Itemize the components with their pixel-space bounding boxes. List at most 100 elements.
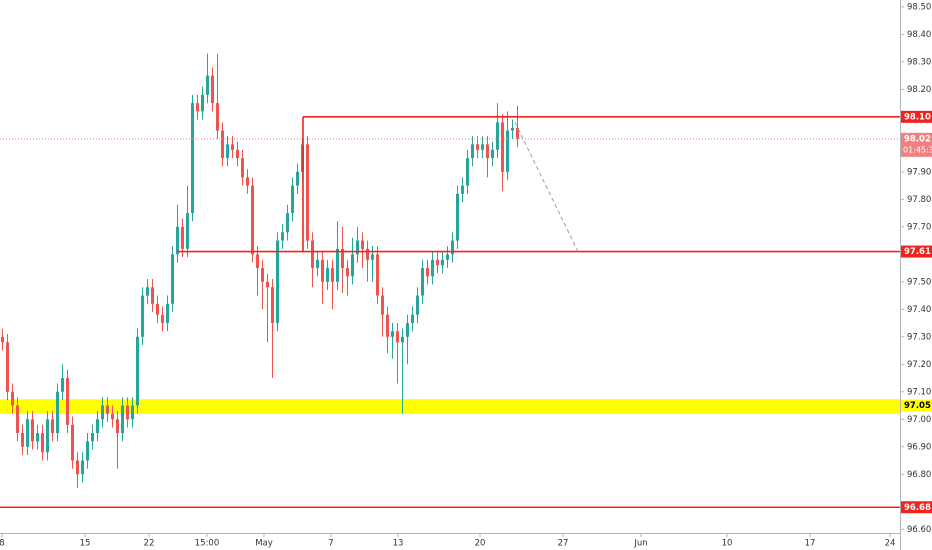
y-tick-label: 97.20 [907, 360, 931, 370]
candle-body [491, 149, 494, 159]
candle-body [96, 419, 99, 434]
y-tick-label: 97.10 [907, 387, 931, 397]
candle-body [156, 303, 159, 315]
candle-body [31, 419, 34, 442]
candle-body [261, 268, 264, 282]
x-tick-label: 20 [475, 539, 486, 549]
candle-body [216, 103, 219, 131]
candle-body [101, 405, 104, 420]
candle-body [361, 240, 364, 249]
level-badge-label: 96.68 [904, 503, 931, 513]
y-tick-label: 96.60 [907, 525, 931, 535]
candle-body [6, 342, 9, 392]
y-tick-label: 97.70 [907, 222, 931, 232]
candle-body [151, 287, 154, 304]
candle-body [21, 433, 24, 447]
candle-body [251, 185, 254, 255]
candle-body [366, 248, 369, 260]
x-tick-label: Jun [633, 539, 647, 549]
candle-body [1, 336, 4, 343]
candle-body [36, 433, 39, 442]
candle-body [311, 240, 314, 269]
candle-body [516, 127, 519, 139]
candle-body [51, 419, 54, 434]
last-price-label: 98.02 [904, 134, 931, 144]
candle-body [191, 103, 194, 214]
candle-body [421, 268, 424, 296]
candle-body [381, 295, 384, 315]
candle-body [341, 248, 344, 269]
candle-body [356, 240, 359, 255]
x-tick-label: 24 [885, 539, 896, 549]
candle-body [106, 405, 109, 414]
candle-body [316, 259, 319, 269]
candle-body [351, 254, 354, 277]
y-tick-label: 96.80 [907, 470, 931, 480]
candle-body [466, 158, 469, 186]
y-tick-label: 97.50 [907, 277, 931, 287]
candle-body [481, 144, 484, 150]
candle-body [91, 433, 94, 442]
x-tick-label: 8 [0, 539, 5, 549]
candle-body [506, 130, 509, 172]
x-tick-label: 15:00 [195, 539, 220, 549]
candle-body [331, 268, 334, 282]
candle-body [271, 287, 274, 324]
candle-body [81, 460, 84, 475]
candle-body [436, 259, 439, 266]
candle-body [496, 122, 499, 150]
level-badge [901, 501, 932, 514]
candle-body [406, 323, 409, 337]
candle-body [291, 185, 294, 214]
candle-body [336, 248, 339, 282]
candle-body [396, 331, 399, 343]
projection-line [514, 122, 579, 252]
candle-body [171, 254, 174, 304]
candle-body [141, 295, 144, 337]
level-badge-label: 97.61 [904, 247, 931, 257]
y-tick-label: 97.40 [907, 305, 931, 315]
candle-body [11, 391, 14, 406]
x-tick-label: 27 [558, 539, 569, 549]
candle-body [326, 268, 329, 282]
candle-body [276, 240, 279, 324]
support-zone [0, 399, 900, 414]
last-price-badge [901, 132, 932, 157]
candle-body [201, 94, 204, 112]
candle-body [66, 378, 69, 425]
candle-body [321, 259, 324, 282]
candle-body [416, 295, 419, 315]
zone-badge-label: 97.05 [904, 401, 931, 411]
y-tick-label: 97.30 [907, 332, 931, 342]
candle-body [386, 314, 389, 337]
candle-body [456, 193, 459, 241]
candle-body [441, 259, 444, 266]
x-tick-label: 17 [805, 539, 816, 549]
candle-body [176, 226, 179, 255]
x-tick-label: 10 [722, 539, 733, 549]
candle-body [111, 413, 114, 420]
candle-body [246, 177, 249, 186]
candle-body [196, 103, 199, 112]
y-tick-label: 98.50 [907, 2, 931, 12]
x-tick-label: 7 [328, 539, 333, 549]
countdown-label: 01:45:30 [903, 145, 932, 154]
candle-body [71, 424, 74, 461]
candle-body [46, 419, 49, 453]
candle-body [186, 213, 189, 249]
candle-body [376, 254, 379, 296]
y-tick-label: 97.90 [907, 167, 931, 177]
level-badge [901, 245, 932, 258]
y-tick-label: 98.40 [907, 30, 931, 40]
candle-body [226, 144, 229, 159]
candle-body [146, 287, 149, 296]
x-tick-label: May [255, 539, 273, 549]
candle-body [266, 281, 269, 288]
y-tick-label: 96.90 [907, 442, 931, 452]
candle-body [86, 441, 89, 461]
candle-body [426, 268, 429, 277]
candle-body [296, 171, 299, 186]
candle-body [236, 149, 239, 159]
candle-body [76, 460, 79, 475]
